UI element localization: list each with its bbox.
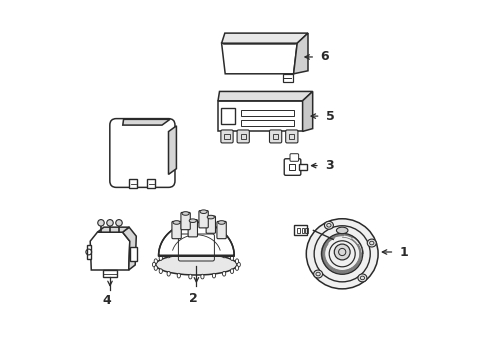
- FancyBboxPatch shape: [237, 130, 249, 143]
- Ellipse shape: [222, 253, 226, 258]
- Ellipse shape: [200, 210, 207, 213]
- Text: 4: 4: [103, 294, 112, 307]
- Text: 3: 3: [325, 159, 334, 172]
- Ellipse shape: [235, 259, 239, 264]
- Text: 1: 1: [400, 246, 409, 258]
- Polygon shape: [221, 33, 308, 43]
- Bar: [301, 228, 304, 233]
- Bar: [283, 74, 293, 82]
- Bar: [299, 164, 307, 170]
- Ellipse shape: [306, 219, 378, 289]
- Ellipse shape: [368, 239, 376, 247]
- Ellipse shape: [167, 271, 171, 276]
- Ellipse shape: [182, 212, 189, 215]
- Ellipse shape: [235, 266, 239, 270]
- Ellipse shape: [173, 221, 180, 224]
- Polygon shape: [294, 33, 308, 74]
- Ellipse shape: [177, 273, 180, 278]
- Circle shape: [107, 220, 113, 226]
- Ellipse shape: [212, 273, 216, 278]
- FancyBboxPatch shape: [221, 130, 233, 143]
- Ellipse shape: [154, 266, 157, 270]
- Polygon shape: [123, 120, 170, 125]
- Bar: [242, 120, 294, 126]
- Polygon shape: [218, 91, 313, 101]
- FancyBboxPatch shape: [290, 154, 298, 161]
- Ellipse shape: [337, 227, 348, 234]
- FancyBboxPatch shape: [217, 221, 226, 239]
- FancyBboxPatch shape: [181, 212, 190, 230]
- Ellipse shape: [207, 215, 215, 219]
- Ellipse shape: [154, 259, 157, 264]
- Bar: [224, 134, 229, 139]
- Ellipse shape: [177, 251, 180, 256]
- FancyBboxPatch shape: [286, 130, 298, 143]
- Ellipse shape: [189, 219, 196, 222]
- Ellipse shape: [201, 274, 204, 279]
- Polygon shape: [169, 126, 176, 175]
- Bar: [103, 270, 117, 277]
- Circle shape: [334, 244, 350, 260]
- Ellipse shape: [212, 251, 216, 256]
- Bar: [273, 134, 278, 139]
- Bar: [221, 108, 235, 124]
- Ellipse shape: [159, 269, 162, 274]
- Bar: [242, 110, 294, 116]
- FancyBboxPatch shape: [270, 130, 282, 143]
- FancyBboxPatch shape: [206, 216, 216, 233]
- Text: 5: 5: [326, 109, 335, 123]
- Ellipse shape: [314, 270, 322, 278]
- Ellipse shape: [167, 253, 171, 258]
- Polygon shape: [122, 227, 136, 270]
- Ellipse shape: [230, 256, 234, 260]
- Bar: [294, 225, 307, 235]
- Ellipse shape: [218, 221, 225, 224]
- Ellipse shape: [230, 269, 234, 274]
- Polygon shape: [87, 245, 91, 259]
- Bar: [130, 247, 137, 261]
- Text: 2: 2: [189, 292, 198, 305]
- Polygon shape: [159, 222, 234, 256]
- Ellipse shape: [189, 274, 192, 279]
- Circle shape: [116, 220, 122, 226]
- FancyBboxPatch shape: [284, 159, 301, 175]
- Ellipse shape: [152, 262, 156, 267]
- Ellipse shape: [324, 221, 333, 229]
- Bar: [305, 228, 308, 233]
- Bar: [147, 179, 155, 188]
- Ellipse shape: [159, 256, 162, 260]
- Bar: [297, 228, 300, 233]
- FancyBboxPatch shape: [188, 220, 197, 237]
- FancyBboxPatch shape: [199, 211, 208, 228]
- Text: 6: 6: [320, 50, 329, 63]
- Bar: [241, 134, 245, 139]
- Polygon shape: [303, 91, 313, 131]
- Bar: [289, 134, 294, 139]
- Bar: [289, 164, 295, 170]
- Polygon shape: [218, 101, 303, 131]
- Polygon shape: [221, 43, 297, 74]
- Polygon shape: [90, 232, 130, 270]
- FancyBboxPatch shape: [110, 119, 175, 188]
- Bar: [129, 179, 137, 188]
- FancyBboxPatch shape: [172, 221, 181, 239]
- Ellipse shape: [358, 274, 367, 282]
- Ellipse shape: [237, 262, 241, 267]
- Ellipse shape: [201, 250, 204, 255]
- Ellipse shape: [189, 250, 192, 255]
- Circle shape: [98, 220, 104, 226]
- Ellipse shape: [156, 254, 237, 275]
- Polygon shape: [98, 227, 129, 232]
- Ellipse shape: [222, 271, 226, 276]
